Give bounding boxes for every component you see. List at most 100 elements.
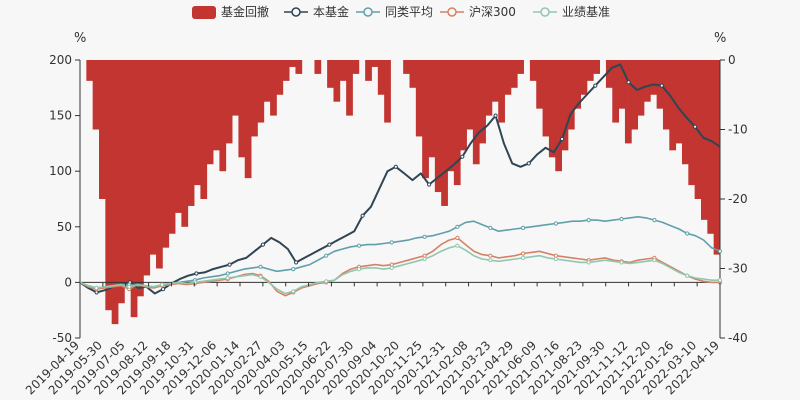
data-point <box>521 225 526 230</box>
drawdown-bar <box>447 60 455 172</box>
drawdown-bar <box>352 60 360 74</box>
data-point <box>160 282 165 287</box>
left-tick-label: 0 <box>64 275 72 289</box>
drawdown-bar <box>339 60 347 81</box>
drawdown-bar <box>662 60 670 130</box>
drawdown-bar <box>586 60 594 81</box>
data-point <box>360 213 365 218</box>
drawdown-bar <box>333 60 341 102</box>
x-axis-labels: 2019-04-192019-05-302019-07-052019-08-12… <box>23 282 722 397</box>
drawdown-bar <box>238 60 246 158</box>
right-tick-label: -40 <box>728 331 748 345</box>
drawdown-bar <box>168 60 176 234</box>
legend-swatch-circle <box>291 7 301 17</box>
drawdown-bar <box>295 60 303 74</box>
legend[interactable]: 基金回撤 本基金 同类平均 沪深300 业绩基准 <box>192 4 610 19</box>
data-point <box>619 260 624 265</box>
legend-item[interactable]: 沪深300 <box>440 5 516 19</box>
drawdown-bar <box>422 60 429 179</box>
drawdown-bar <box>130 60 138 318</box>
drawdown-bar <box>624 60 632 144</box>
data-point <box>493 113 498 118</box>
legend-swatch-circle <box>540 7 550 17</box>
data-point <box>389 262 394 267</box>
data-point <box>521 255 526 260</box>
data-point <box>422 234 427 239</box>
legend-swatch-circle <box>363 7 373 17</box>
drawdown-bar <box>409 60 417 88</box>
legend-label: 沪深300 <box>469 5 516 19</box>
drawdown-bar <box>225 60 233 144</box>
drawdown-bar <box>206 60 214 165</box>
data-point <box>659 83 664 88</box>
drawdown-bar <box>707 60 715 234</box>
data-point <box>526 161 531 166</box>
left-tick-label: 50 <box>57 220 72 234</box>
data-point <box>427 182 432 187</box>
legend-item[interactable]: 业绩基准 <box>533 5 610 19</box>
drawdown-bar <box>548 60 556 158</box>
data-point <box>460 154 465 159</box>
drawdown-bar <box>276 60 284 95</box>
drawdown-bar <box>111 60 119 325</box>
data-point <box>192 280 197 285</box>
drawdown-bar <box>251 60 258 137</box>
right-tick-label: 0 <box>728 53 736 67</box>
drawdown-bar <box>289 60 296 67</box>
data-point <box>455 224 460 229</box>
data-point <box>389 265 394 270</box>
drawdown-bar <box>327 60 334 88</box>
data-point <box>717 249 723 254</box>
data-point <box>626 80 631 85</box>
legend-label: 同类平均 <box>385 5 433 19</box>
drawdown-bar <box>460 60 467 151</box>
legend-swatch <box>192 6 216 19</box>
drawdown-bar <box>257 60 265 123</box>
legend-item[interactable]: 基金回撤 <box>192 4 269 19</box>
drawdown-bar <box>263 60 271 102</box>
drawdown-bar <box>656 60 664 109</box>
data-point <box>356 243 362 248</box>
drawdown-bar <box>187 60 195 206</box>
drawdown-bar <box>504 60 512 95</box>
drawdown-bar <box>593 60 601 74</box>
data-point <box>717 278 723 283</box>
data-point <box>127 284 132 289</box>
legend-label: 基金回撤 <box>221 4 269 19</box>
data-point <box>258 274 263 279</box>
data-point <box>225 271 230 276</box>
drawdown-bar <box>567 60 575 130</box>
legend-item[interactable]: 同类平均 <box>356 5 433 19</box>
drawdown-bar <box>536 60 543 109</box>
data-point <box>393 164 398 169</box>
drawdown-bar <box>561 60 569 151</box>
data-point <box>455 243 460 248</box>
data-point <box>693 124 698 129</box>
legend-item[interactable]: 本基金 <box>284 4 349 19</box>
drawdown-bar <box>92 60 100 130</box>
drawdown-bar <box>574 60 581 109</box>
drawdown-bar <box>542 60 550 137</box>
drawdown-bar <box>612 60 620 123</box>
data-point <box>389 240 394 245</box>
data-point <box>586 218 591 223</box>
drawdown-bar <box>143 60 151 276</box>
data-point <box>553 221 559 226</box>
right-tick-label: -30 <box>728 262 748 276</box>
legend-swatch-circle <box>447 7 457 17</box>
drawdown-bar <box>232 60 239 116</box>
data-point <box>291 267 296 272</box>
drawdown-bar <box>86 60 94 81</box>
data-point <box>422 256 427 262</box>
drawdown-bar <box>580 60 588 95</box>
drawdown-bar <box>700 60 708 220</box>
fund-line <box>79 63 721 295</box>
benchmark-line <box>79 244 720 295</box>
drawdown-bar <box>377 60 385 95</box>
data-point <box>488 258 493 263</box>
data-point <box>291 289 296 294</box>
right-axis-unit: % <box>714 31 726 46</box>
data-point <box>94 290 99 295</box>
data-point <box>685 231 690 236</box>
